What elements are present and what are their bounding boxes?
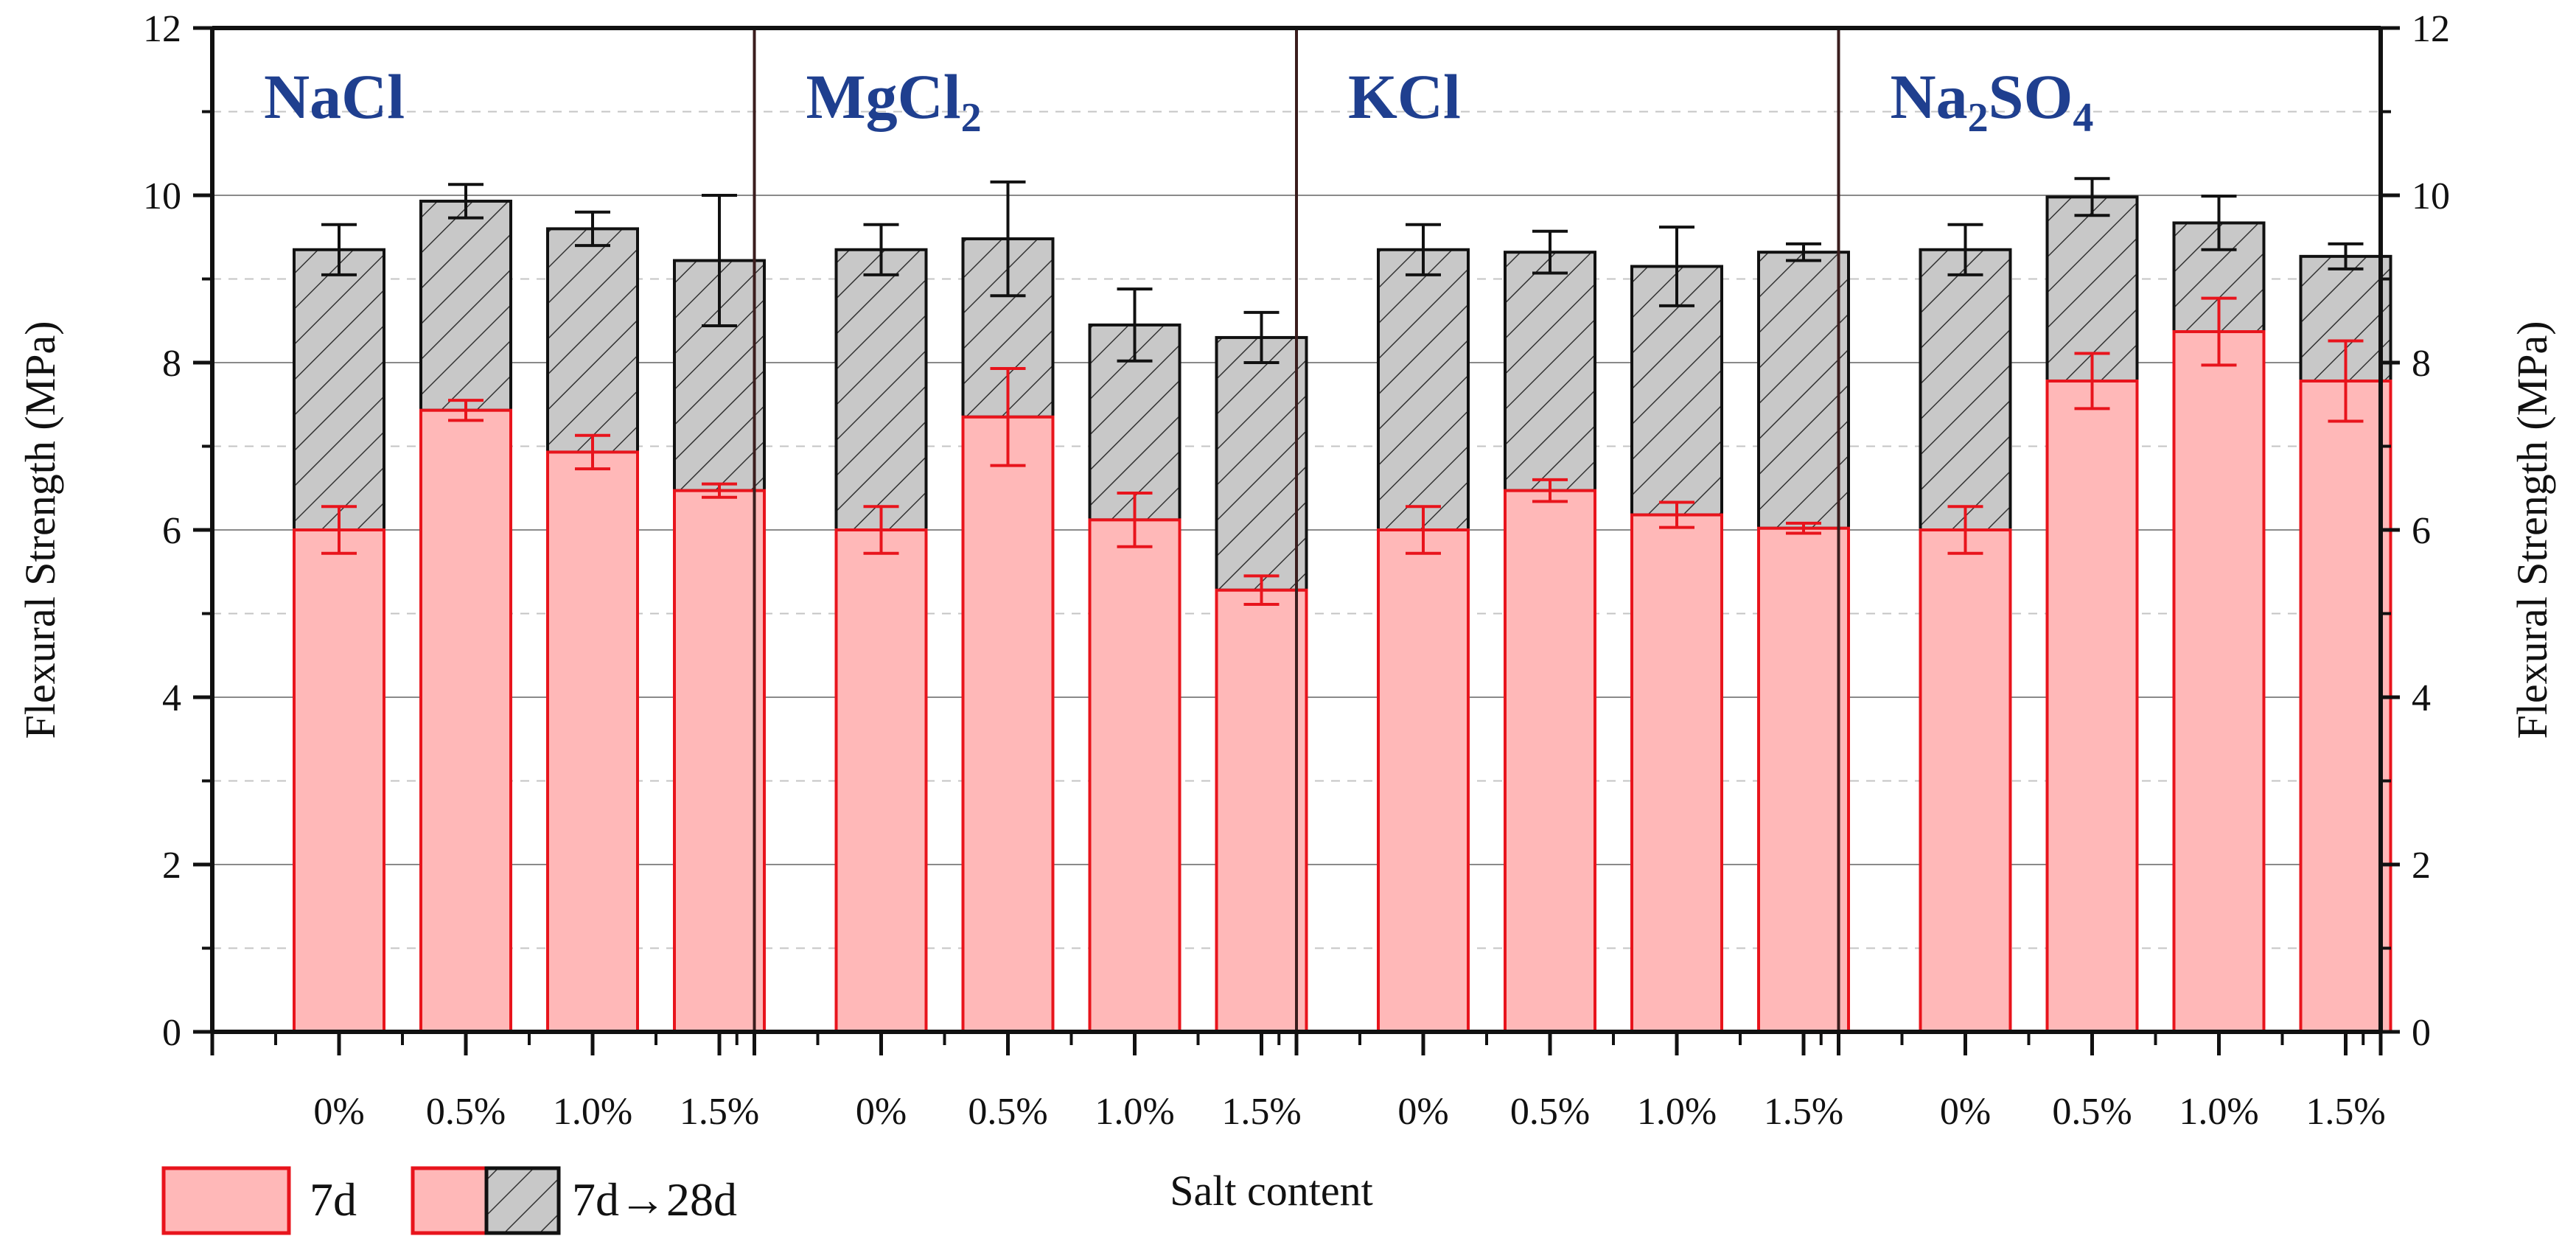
bar-7d — [293, 528, 385, 1033]
x-tick-label: 0% — [313, 1091, 364, 1133]
bar-28d-gain — [1919, 248, 2012, 531]
legend-label-7d: 7d — [310, 1173, 357, 1226]
y-axis-title-right: Flexural Strength (MPa) — [2508, 321, 2556, 739]
group-label-subscript: 2 — [1968, 95, 1989, 141]
bar-28d-gain — [1630, 265, 1723, 517]
frame-layer — [193, 26, 2400, 1055]
bar-28d-gain — [419, 199, 512, 412]
y-tick-label-left: 4 — [162, 677, 181, 719]
y-tick-label-left: 6 — [162, 510, 181, 552]
y-tick-label-left: 10 — [143, 175, 181, 217]
bar-28d-gain — [1757, 251, 1850, 530]
x-tick-label: 0% — [1940, 1091, 1991, 1133]
x-tick-label: 1.5% — [680, 1091, 759, 1133]
group-label-tail: SO — [1989, 61, 2073, 132]
x-tick-label: 0.5% — [426, 1091, 506, 1133]
y-tick-label-right: 4 — [2412, 677, 2431, 719]
bar-28d-gain — [293, 248, 385, 531]
bars-layer — [293, 177, 2392, 1033]
y-tick-label-left: 12 — [143, 8, 181, 50]
x-tick-label: 1.0% — [1095, 1091, 1174, 1133]
legend-swatch-7d — [161, 1166, 291, 1235]
group-label-main: MgCl — [806, 61, 961, 132]
x-tick-label: 1.5% — [2306, 1091, 2385, 1133]
bar-7d — [961, 415, 1055, 1033]
bar-7d — [1630, 513, 1723, 1033]
y-tick-label-right: 2 — [2412, 845, 2431, 887]
x-tick-label: 0.5% — [968, 1091, 1047, 1133]
x-tick-label: 1.5% — [1221, 1091, 1301, 1133]
y-tick-label-right: 6 — [2412, 510, 2431, 552]
x-tick-label: 0% — [1397, 1091, 1448, 1133]
legend-label-gain: 7d→28d — [572, 1173, 737, 1226]
group-label-main: KCl — [1348, 61, 1461, 132]
group-label: NaCl — [264, 61, 405, 132]
group-label-main: NaCl — [264, 61, 405, 132]
bar-28d-gain — [1504, 251, 1596, 492]
group-label: KCl — [1348, 61, 1461, 132]
group-label-main: Na — [1891, 61, 1968, 132]
bar-7d — [1377, 528, 1470, 1033]
x-tick-label: 0.5% — [1510, 1091, 1590, 1133]
group-label-subscript: 2 — [961, 95, 982, 141]
bar-7d — [546, 450, 639, 1033]
bar-7d — [2299, 379, 2392, 1033]
bar-28d-gain — [1215, 335, 1308, 592]
y-tick-label-right: 8 — [2412, 343, 2431, 385]
group-label: Na2SO4 — [1891, 61, 2094, 141]
bar-28d-gain — [1377, 248, 1470, 531]
x-tick-label: 1.5% — [1764, 1091, 1843, 1133]
group-label: MgCl2 — [806, 61, 982, 141]
x-tick-label: 0.5% — [2052, 1091, 2132, 1133]
y-tick-label-left: 8 — [162, 343, 181, 385]
x-tick-label: 1.0% — [553, 1091, 632, 1133]
y-axis-title-left: Flexural Strength (MPa) — [16, 321, 64, 739]
y-tick-label-left: 2 — [162, 845, 181, 887]
bar-7d — [834, 528, 928, 1033]
y-tick-label-right: 10 — [2412, 175, 2450, 217]
bar-28d-gain — [834, 248, 928, 531]
bar-7d — [1088, 518, 1181, 1033]
bar-7d — [673, 489, 766, 1033]
legend-swatch-gain — [484, 1166, 561, 1235]
x-tick-label: 1.0% — [1637, 1091, 1717, 1133]
y-tick-label-left: 0 — [162, 1012, 181, 1054]
bar-7d — [1757, 526, 1850, 1033]
bar-7d — [2045, 379, 2139, 1033]
bar-7d — [1919, 528, 2012, 1033]
x-tick-label: 1.0% — [2179, 1091, 2258, 1133]
group-label-subscript-2: 4 — [2073, 95, 2093, 141]
x-axis-title: Salt content — [1170, 1167, 1372, 1215]
y-tick-label-right: 12 — [2412, 8, 2450, 50]
y-tick-label-right: 0 — [2412, 1012, 2431, 1054]
bar-7d — [1504, 489, 1596, 1033]
bar-28d-gain — [546, 227, 639, 454]
x-tick-label: 0% — [856, 1091, 907, 1133]
bar-7d — [2172, 330, 2266, 1033]
legend-swatch-7d-part — [411, 1166, 489, 1235]
bar-7d — [1215, 588, 1308, 1033]
bar-7d — [419, 408, 512, 1033]
legend: 7d 7d→28d — [161, 1166, 737, 1235]
